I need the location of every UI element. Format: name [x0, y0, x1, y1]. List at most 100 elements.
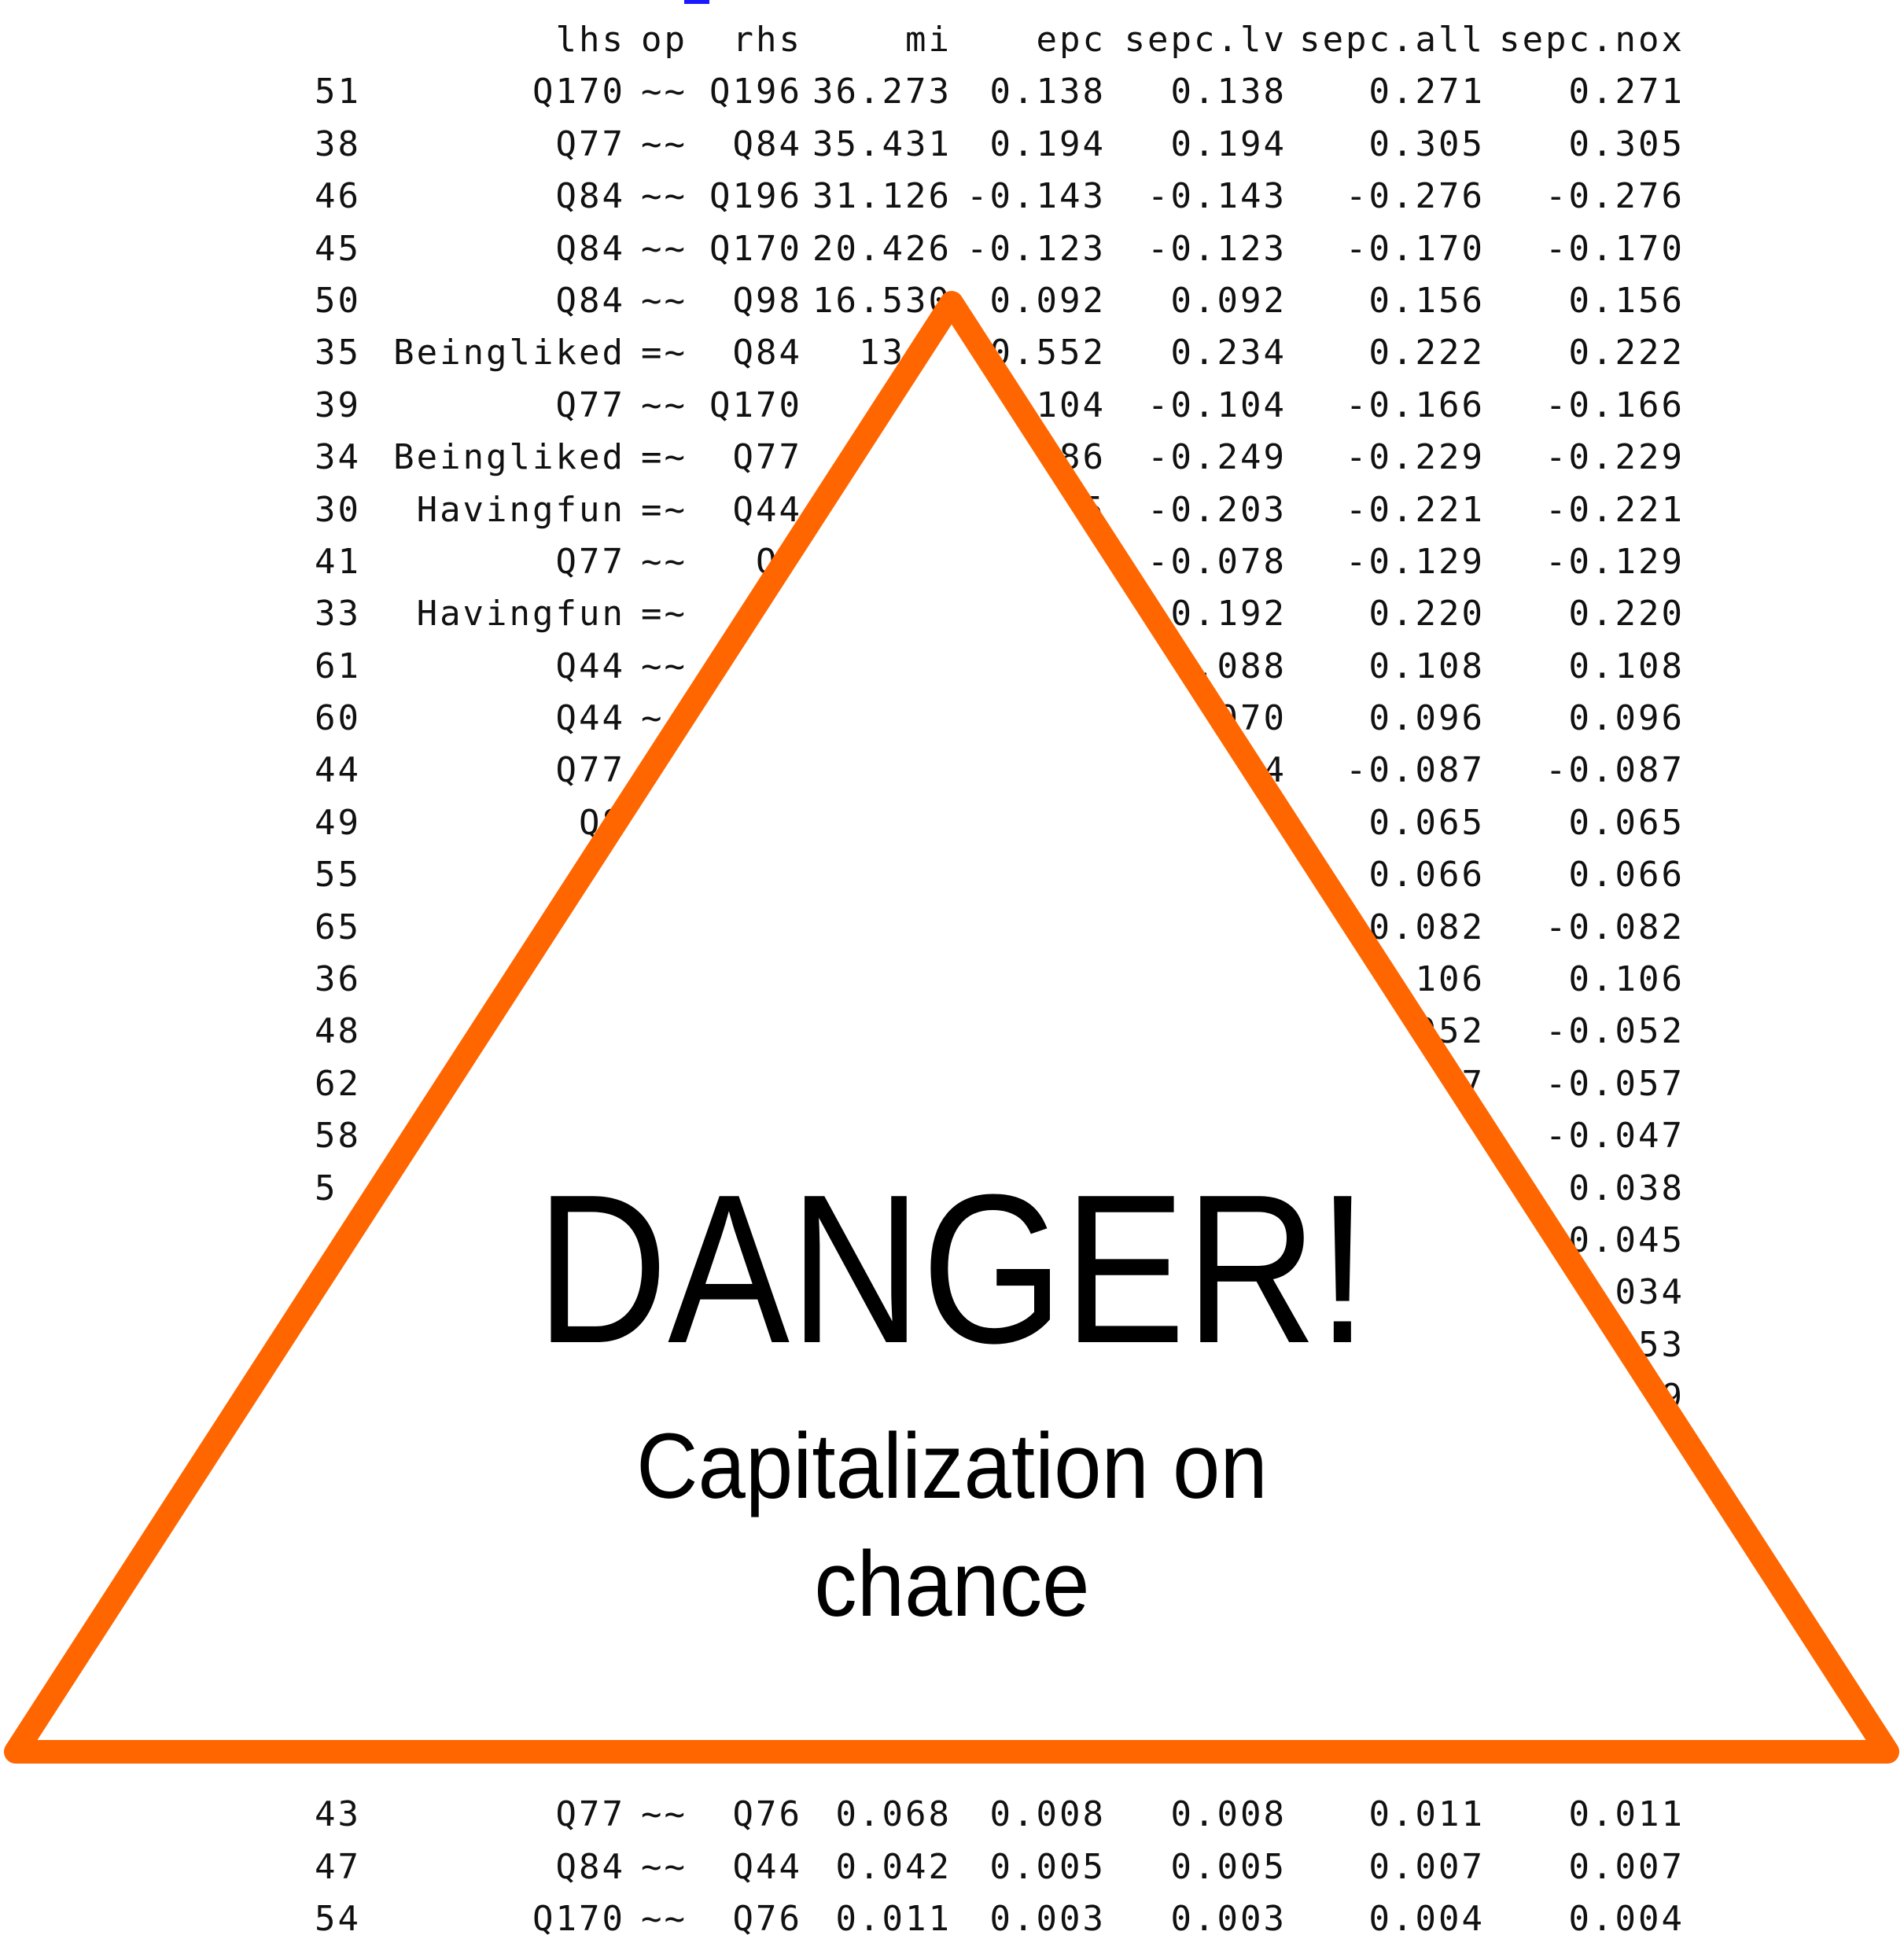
cell-lhs: Q77 — [555, 541, 625, 582]
cell-lhs: Beingliked — [393, 437, 625, 478]
cell-sepc-nox: -0.052 — [1545, 1011, 1685, 1052]
cell-lhs: Q170 — [532, 1899, 625, 1940]
cell-lhs: Q84 — [555, 176, 625, 217]
cell-sepc-all: -0.221 — [1346, 489, 1485, 530]
cell-idx: 55 — [315, 855, 361, 896]
cell-sepc-nox: 0.222 — [1568, 333, 1685, 373]
cell-rhs: Q76 — [732, 1899, 802, 1940]
cell-epc: 0.552 — [989, 333, 1106, 373]
cell-epc: 0.003 — [989, 1899, 1106, 1940]
cell-rhs: Q44 — [732, 489, 802, 530]
cell-sepc-nox: -0.221 — [1545, 489, 1685, 530]
cell-idx: 45 — [315, 228, 361, 269]
cell-sepc-lv: 0.138 — [1170, 72, 1287, 112]
cell-sepc-all: 0.096 — [1368, 698, 1485, 739]
table-row: 58 -0.047 — [315, 1110, 1682, 1162]
cell-sepc-all: -0.166 — [1346, 384, 1485, 425]
cell-rhs: Q170 — [709, 228, 802, 269]
cell-sepc-all: 0.222 — [1368, 333, 1485, 373]
table-row: 65 0.082 -0.082 — [315, 902, 1682, 954]
cell-sepc-lv: -0.078 — [1147, 541, 1287, 582]
cell-idx: 51 — [315, 72, 361, 112]
cell-epc: -0.123 — [967, 228, 1106, 269]
cell-sepc-nox: 0.038 — [1568, 1168, 1685, 1208]
header-sepc-nox: sepc.nox — [1499, 20, 1685, 60]
cell-op: ~~ — [641, 646, 687, 686]
cell-lhs: Q77 — [555, 750, 625, 791]
cell-lhs: Q77 — [555, 1794, 625, 1835]
table-row: 33 Havingfun =~ 0.192 0.220 0.220 — [315, 588, 1682, 640]
cell-sepc-nox: -0.229 — [1545, 437, 1685, 478]
cell-sepc-all: 0.305 — [1368, 123, 1485, 164]
cell-idx: 44 — [315, 750, 361, 791]
modification-indices-table: lhs op rhs mi epc sepc.lv sepc.all sepc.… — [315, 14, 1682, 1945]
cell-sepc-nox: -0.057 — [1545, 1063, 1685, 1104]
cell-sepc-nox: 0.066 — [1568, 855, 1685, 896]
cell-lhs: Q84 — [555, 1846, 625, 1887]
cell-rhs: Q76 — [732, 1794, 802, 1835]
cell-sepc-all: 0.271 — [1368, 72, 1485, 112]
cell-op: ~ — [641, 698, 665, 739]
cell-idx: 41 — [315, 541, 361, 582]
header-rhs: rhs — [732, 20, 802, 60]
cell-lhs: Havingfun — [416, 489, 625, 530]
cell-epc: 0.092 — [989, 280, 1106, 321]
cell-sepc-all: 0.066 — [1368, 855, 1485, 896]
cell-mi: 16.530 — [812, 280, 952, 321]
header-lhs: lhs — [555, 20, 625, 60]
table-header-row: lhs op rhs mi epc sepc.lv sepc.all sepc.… — [315, 14, 1682, 66]
cell-sepc-all: 0.156 — [1368, 280, 1485, 321]
cell-sepc-lv: -0.203 — [1147, 489, 1287, 530]
cell-epc: 0.005 — [989, 1846, 1106, 1887]
cell-sepc-all: 0.082 — [1368, 907, 1485, 947]
cell-op: ~~ — [641, 1794, 687, 1835]
cell-epc: 0.008 — [989, 1794, 1106, 1835]
cell-idx: 62 — [315, 1063, 361, 1104]
cell-lhs: Q84 — [555, 228, 625, 269]
cell-rhs: Q84 — [732, 123, 802, 164]
cell-idx: 5 — [315, 1168, 338, 1208]
scroll-marker — [684, 0, 709, 4]
cell-sepc-nox: 0.156 — [1568, 280, 1685, 321]
cell-sepc-nox: 0.106 — [1568, 959, 1685, 1000]
header-op: op — [641, 20, 687, 60]
cell-sepc-lv: 0.192 — [1170, 594, 1287, 635]
cell-sepc-nox: -0.047 — [1545, 1116, 1685, 1157]
cell-mi: 20.426 — [812, 228, 952, 269]
cell-mi: 0.068 — [835, 1794, 952, 1835]
cell-idx: 58 — [315, 1116, 361, 1157]
cell-sepc-nox: 034 — [1615, 1272, 1685, 1313]
table-row: 43 Q77 ~~ Q76 0.068 0.008 0.008 0.011 0.011 — [315, 1789, 1682, 1841]
cell-idx: 48 — [315, 1011, 361, 1052]
cell-sepc-all: 0.007 — [1368, 1846, 1485, 1887]
table-row: 46 Q84 ~~ Q196 31.126 -0.143 -0.143 -0.276 -0.27… — [315, 171, 1682, 223]
danger-subtitle-line-2: chance — [814, 1532, 1090, 1636]
cell-op: =~ — [641, 437, 687, 478]
cell-sepc-nox: -0.276 — [1545, 176, 1685, 217]
cell-lhs: Q84 — [555, 280, 625, 321]
cell-op: ~~ — [641, 384, 687, 425]
cell-sepc-lv: 0.008 — [1170, 1794, 1287, 1835]
cell-idx: 50 — [315, 280, 361, 321]
table-row: 5 0.038 — [315, 1163, 1682, 1215]
table-row: 0.045 — [315, 1215, 1682, 1267]
cell-rhs: Q196 — [709, 176, 802, 217]
cell-sepc-all: 0.011 — [1368, 1794, 1485, 1835]
cell-op: ~~ — [641, 228, 687, 269]
cell-sepc-all: -0.229 — [1346, 437, 1485, 478]
cell-sepc-all: 0.108 — [1368, 646, 1485, 686]
cell-op: ~~ — [641, 72, 687, 112]
cell-sepc-nox: 0.011 — [1568, 1794, 1685, 1835]
cell-sepc-nox: -0.087 — [1545, 750, 1685, 791]
cell-sepc-all: 0.220 — [1368, 594, 1485, 635]
cell-sepc-lv: 0.003 — [1170, 1899, 1287, 1940]
table-row: 45 Q84 ~~ Q170 20.426 -0.123 -0.123 -0.170 -0.17… — [315, 223, 1682, 275]
header-sepc-all: sepc.all — [1299, 20, 1485, 60]
danger-subtitle-line-1: Capitalization on — [636, 1414, 1268, 1518]
danger-subtitle: Capitalization on chance — [76, 1407, 1828, 1643]
table-row: 35Beingliked=~Q8413.00.5520.2340.2220.22… — [315, 327, 1682, 379]
cell-op: =~ — [641, 594, 687, 635]
